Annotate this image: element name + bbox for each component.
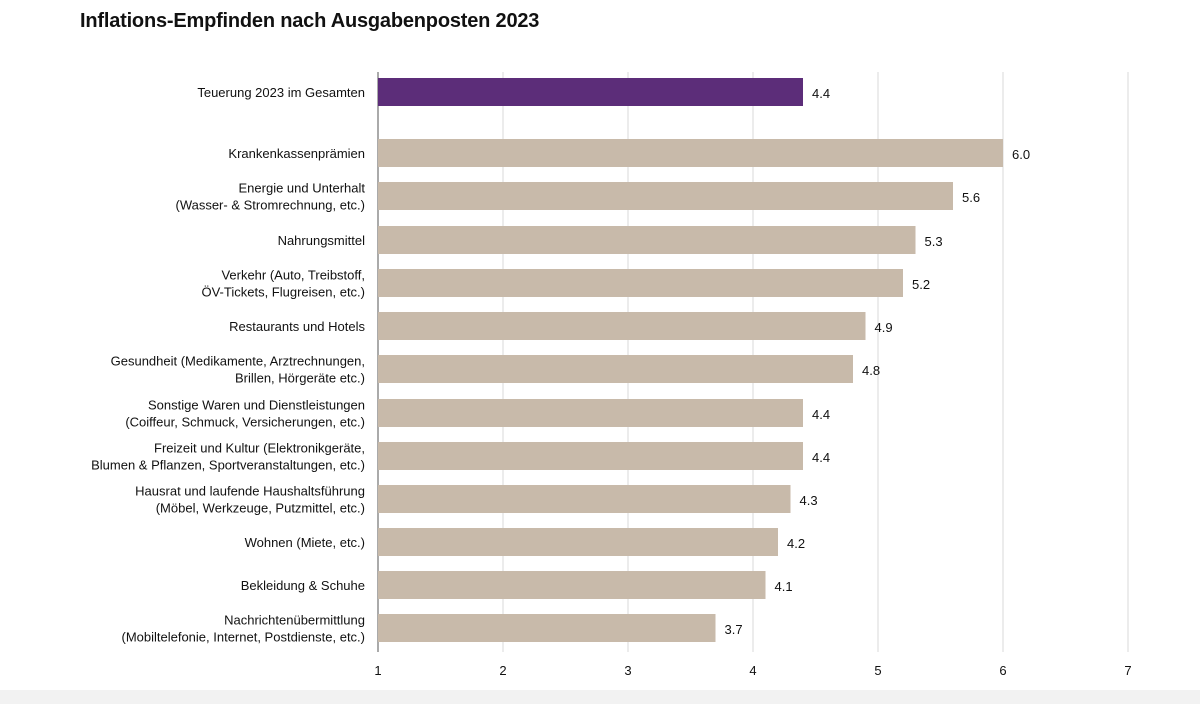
category-label: Krankenkassenprämien <box>228 146 365 161</box>
category-label: Freizeit und Kultur (Elektronikgeräte, <box>154 441 365 456</box>
value-label: 4.8 <box>862 363 880 378</box>
category-label: Hausrat und laufende Haushaltsführung <box>135 484 365 499</box>
category-label: Gesundheit (Medikamente, Arztrechnungen, <box>111 354 365 369</box>
value-label: 4.4 <box>812 86 830 101</box>
x-tick-label: 3 <box>624 663 631 678</box>
x-tick-label: 2 <box>499 663 506 678</box>
bar <box>378 614 716 642</box>
category-label: Sonstige Waren und Dienstleistungen <box>148 398 365 413</box>
bottom-strip <box>0 690 1200 704</box>
value-label: 6.0 <box>1012 147 1030 162</box>
category-label: (Mobiltelefonie, Internet, Postdienste, … <box>121 630 365 645</box>
category-label: Blumen & Pflanzen, Sportveranstaltungen,… <box>91 458 365 473</box>
chart-title: Inflations-Empfinden nach Ausgabenposten… <box>80 10 540 32</box>
category-label: (Wasser- & Stromrechnung, etc.) <box>175 198 365 213</box>
value-label: 4.4 <box>812 450 830 465</box>
value-label: 4.4 <box>812 407 830 422</box>
bar <box>378 442 803 470</box>
bar <box>378 399 803 427</box>
category-label: Verkehr (Auto, Treibstoff, <box>221 268 365 283</box>
category-label: Wohnen (Miete, etc.) <box>245 535 365 550</box>
x-tick-label: 6 <box>999 663 1006 678</box>
category-label: Teuerung 2023 im Gesamten <box>197 85 365 100</box>
category-label: (Coiffeur, Schmuck, Versicherungen, etc.… <box>125 415 365 430</box>
bar <box>378 269 903 297</box>
bar <box>378 571 766 599</box>
x-tick-label: 5 <box>874 663 881 678</box>
value-label: 5.2 <box>912 277 930 292</box>
value-label: 4.2 <box>787 536 805 551</box>
category-label: ÖV-Tickets, Flugreisen, etc.) <box>201 285 365 300</box>
value-label: 4.1 <box>775 579 793 594</box>
category-label: (Möbel, Werkzeuge, Putzmittel, etc.) <box>156 501 365 516</box>
value-label: 4.9 <box>875 320 893 335</box>
x-tick-label: 1 <box>374 663 381 678</box>
bar <box>378 312 866 340</box>
bar <box>378 226 916 254</box>
category-label: Energie und Unterhalt <box>239 181 366 196</box>
bar <box>378 182 953 210</box>
category-label: Brillen, Hörgeräte etc.) <box>235 371 365 386</box>
bar <box>378 139 1003 167</box>
value-label: 4.3 <box>800 493 818 508</box>
bar <box>378 355 853 383</box>
value-label: 3.7 <box>725 622 743 637</box>
value-label: 5.3 <box>925 234 943 249</box>
category-label: Nachrichtenübermittlung <box>224 613 365 628</box>
bar-highlight <box>378 78 803 106</box>
category-label: Bekleidung & Schuhe <box>241 578 365 593</box>
category-label: Nahrungsmittel <box>278 233 366 248</box>
category-label: Restaurants und Hotels <box>229 319 365 334</box>
x-tick-label: 4 <box>749 663 756 678</box>
value-label: 5.6 <box>962 190 980 205</box>
bar <box>378 528 778 556</box>
x-tick-label: 7 <box>1124 663 1131 678</box>
bar <box>378 485 791 513</box>
